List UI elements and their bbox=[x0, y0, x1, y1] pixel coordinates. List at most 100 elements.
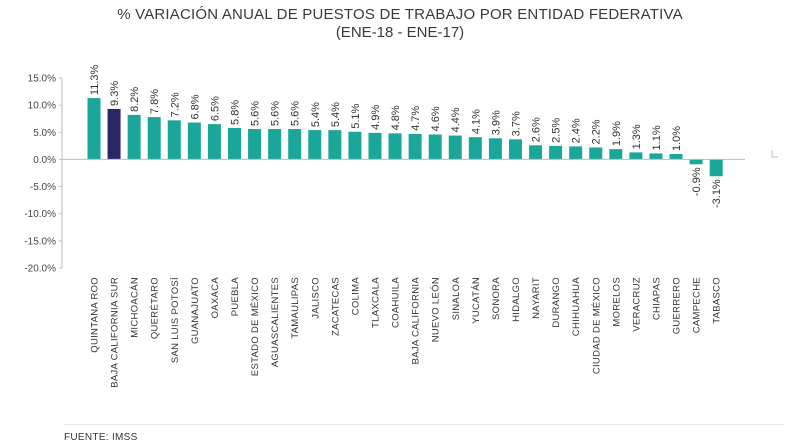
category-label: ESTADO DE MÉXICO bbox=[250, 277, 261, 376]
bar bbox=[468, 137, 482, 160]
data-label: 5.6% bbox=[290, 101, 302, 126]
category-label: BAJA CALIFORNIA SUR bbox=[110, 277, 121, 388]
data-label: 2.5% bbox=[551, 118, 563, 143]
bar bbox=[428, 134, 442, 160]
bar bbox=[187, 122, 201, 160]
category-label: JALISCO bbox=[310, 277, 321, 319]
category-label: MORELOS bbox=[611, 277, 622, 327]
bar bbox=[408, 133, 422, 160]
data-label: 2.2% bbox=[591, 119, 603, 144]
category-label: BAJA CALIFORNIA bbox=[411, 277, 422, 365]
y-tick-label: 0.0% bbox=[33, 155, 56, 166]
category-label: COAHUILA bbox=[391, 277, 402, 328]
data-label: -0.9% bbox=[691, 167, 703, 196]
bar bbox=[609, 149, 623, 160]
bar bbox=[348, 131, 362, 160]
category-label: VERACRUZ bbox=[631, 277, 642, 332]
category-label: AGUASCALIENTES bbox=[270, 277, 281, 367]
bar bbox=[107, 108, 121, 160]
bar bbox=[207, 124, 221, 160]
chart-title: % VARIACIÓN ANUAL DE PUESTOS DE TRABAJO … bbox=[117, 6, 683, 23]
bar bbox=[589, 147, 603, 160]
bar bbox=[488, 138, 502, 160]
category-label: ZACATECAS bbox=[330, 277, 341, 336]
bar bbox=[388, 133, 402, 160]
footer-divider bbox=[64, 424, 784, 425]
bar bbox=[288, 129, 302, 160]
category-label: TLAXCALA bbox=[370, 277, 381, 328]
data-label: 4.7% bbox=[410, 106, 422, 131]
bar bbox=[127, 114, 141, 160]
data-label: 4.9% bbox=[370, 105, 382, 130]
bar bbox=[569, 146, 583, 160]
category-label: SINALOA bbox=[451, 277, 462, 321]
data-label: 5.6% bbox=[250, 101, 262, 126]
data-label: 8.2% bbox=[129, 87, 141, 112]
data-label: 2.6% bbox=[531, 117, 543, 142]
bar bbox=[669, 154, 683, 160]
category-label: QUINTANA ROO bbox=[90, 277, 101, 353]
bar bbox=[268, 129, 282, 160]
data-label: 11.3% bbox=[89, 64, 101, 95]
data-label: 1.0% bbox=[671, 126, 683, 151]
bar bbox=[448, 135, 462, 160]
data-label: 3.9% bbox=[490, 110, 502, 135]
category-label: NUEVO LEÓN bbox=[431, 277, 442, 342]
data-label: 7.8% bbox=[149, 89, 161, 114]
bar bbox=[308, 130, 322, 160]
data-label: 2.4% bbox=[571, 118, 583, 143]
data-label: 5.4% bbox=[330, 102, 342, 127]
data-label: 1.9% bbox=[611, 121, 623, 146]
category-label: COLIMA bbox=[350, 277, 361, 316]
data-label: 5.6% bbox=[270, 101, 282, 126]
data-label: 4.8% bbox=[390, 105, 402, 130]
bar bbox=[629, 152, 643, 160]
category-label: TABASCO bbox=[712, 277, 723, 324]
data-label: 5.8% bbox=[229, 100, 241, 125]
category-label: SONORA bbox=[491, 277, 502, 320]
y-tick-label: -15.0% bbox=[24, 236, 56, 247]
data-label: 4.1% bbox=[470, 109, 482, 134]
bar bbox=[328, 130, 342, 160]
bar bbox=[227, 127, 241, 160]
bar bbox=[248, 129, 262, 160]
data-label: 1.3% bbox=[631, 124, 643, 149]
category-label: NAYARIT bbox=[531, 277, 542, 319]
category-label: CHIAPAS bbox=[651, 277, 662, 320]
data-label: 3.7% bbox=[510, 111, 522, 136]
bar bbox=[529, 145, 543, 160]
category-label: SAN LUIS POTOSÍ bbox=[170, 277, 181, 363]
data-label: 4.4% bbox=[450, 107, 462, 132]
bar bbox=[167, 120, 181, 160]
data-label: 6.5% bbox=[209, 96, 221, 121]
category-label: HIDALGO bbox=[511, 277, 522, 322]
chart-subtitle: (ENE-18 - ENE-17) bbox=[335, 24, 465, 41]
data-label: 4.6% bbox=[430, 106, 442, 131]
category-label: TAMAULIPAS bbox=[290, 277, 301, 339]
data-label: 6.8% bbox=[189, 94, 201, 119]
category-label: GUERRERO bbox=[672, 277, 683, 334]
bar bbox=[87, 98, 101, 160]
category-label: MICHOACÁN bbox=[130, 277, 141, 338]
data-label: 5.4% bbox=[310, 102, 322, 127]
bar bbox=[368, 132, 382, 160]
data-label: 5.1% bbox=[350, 103, 362, 128]
data-label: 9.3% bbox=[109, 81, 121, 106]
y-tick-label: -10.0% bbox=[24, 209, 56, 220]
category-label: CHIHUAHUA bbox=[571, 277, 582, 337]
category-label: CIUDAD DE MÉXICO bbox=[591, 277, 602, 374]
bar bbox=[147, 117, 161, 160]
bar bbox=[689, 159, 703, 165]
y-tick-label: -20.0% bbox=[24, 264, 56, 275]
category-label: CAMPECHE bbox=[692, 277, 703, 333]
category-label: QUERÉTARO bbox=[150, 277, 161, 339]
y-tick-label: 5.0% bbox=[33, 128, 56, 139]
source-note: FUENTE: IMSS bbox=[64, 432, 138, 443]
bar bbox=[649, 153, 663, 160]
y-tick-label: 15.0% bbox=[28, 74, 56, 85]
bar bbox=[709, 159, 723, 177]
data-label: -3.1% bbox=[711, 179, 723, 208]
data-label: 1.1% bbox=[651, 125, 663, 150]
category-label: DURANGO bbox=[551, 277, 562, 328]
